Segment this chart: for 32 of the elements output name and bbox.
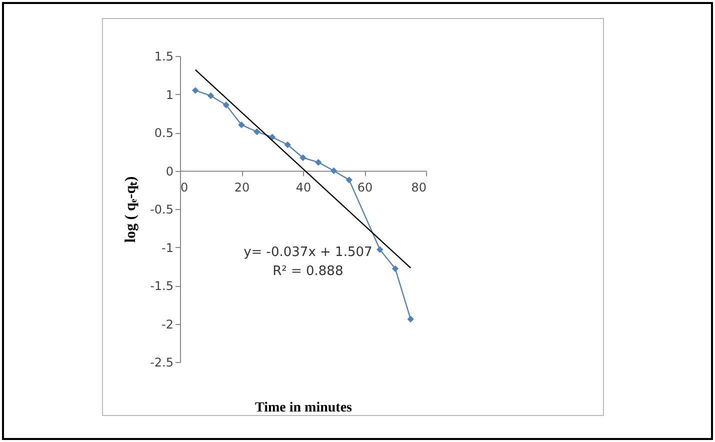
- point: [315, 158, 322, 166]
- x-tick-label: 20: [234, 180, 250, 194]
- point: [268, 134, 276, 140]
- point: [392, 265, 399, 272]
- y-tick-label: -2: [162, 317, 174, 332]
- y-tick-label: -1.5: [150, 279, 174, 293]
- point: [346, 176, 352, 184]
- y-tick-label: -1: [162, 240, 174, 255]
- point: [254, 128, 260, 136]
- point: [207, 92, 214, 100]
- y-tick-label: -2.5: [150, 356, 174, 370]
- point: [192, 87, 199, 94]
- point: [407, 316, 414, 323]
- y-tick-label: 1.5: [154, 50, 174, 64]
- x-tick-label: 0: [180, 180, 188, 194]
- point: [300, 154, 306, 162]
- y-axis-title: log ( qₑ-qₜ): [123, 176, 140, 243]
- point: [330, 167, 338, 174]
- x-tick-label: 80: [411, 180, 426, 194]
- y-tick-label: 0: [166, 164, 174, 178]
- y-tick-label: -0.5: [150, 202, 174, 216]
- point: [222, 102, 230, 108]
- y-tick-label: 0.5: [154, 126, 174, 140]
- annotation: y= -0.037x + 1.507: [244, 244, 372, 260]
- x-axis-title: Time in minutes: [255, 400, 353, 416]
- point: [376, 246, 384, 253]
- point: [284, 141, 291, 148]
- x-tick-label: 60: [357, 180, 373, 194]
- y-tick-label: 1: [166, 88, 174, 102]
- annotation: R² = 0.888: [272, 264, 344, 279]
- point: [238, 121, 245, 128]
- x-tick-label: 40: [296, 180, 312, 194]
